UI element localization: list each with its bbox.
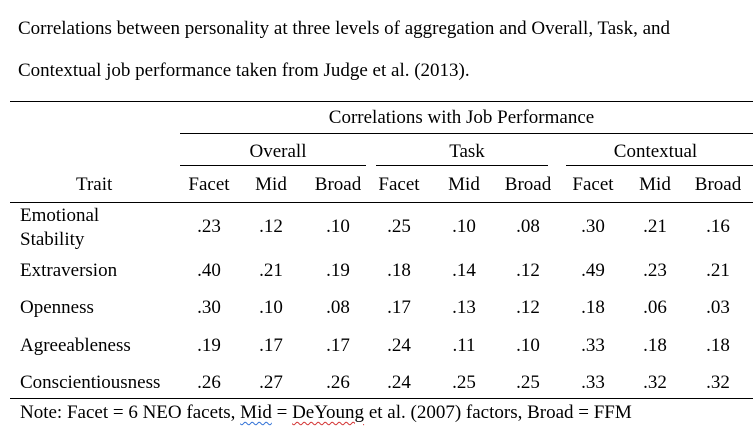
table-top-rule bbox=[10, 101, 753, 102]
correlation-value: .40 bbox=[197, 260, 221, 281]
column-subheader: Facet bbox=[378, 174, 420, 195]
note-mid-word: Mid bbox=[240, 402, 272, 423]
group-header: Overall bbox=[249, 141, 307, 162]
correlation-value: .24 bbox=[387, 335, 411, 356]
correlation-value: .10 bbox=[326, 216, 350, 237]
column-subheader: Facet bbox=[572, 174, 614, 195]
correlation-value: .21 bbox=[706, 260, 730, 281]
table-caption: Correlations between personality at thre… bbox=[18, 18, 671, 81]
correlation-value: .11 bbox=[452, 335, 476, 356]
note-suffix: et al. (2007) factors, Broad = FFM bbox=[364, 402, 632, 423]
note-prefix: Note: Facet = 6 NEO facets, bbox=[20, 402, 241, 423]
correlation-value: .21 bbox=[643, 216, 667, 237]
column-subheader: Broad bbox=[694, 174, 742, 195]
correlation-value: .18 bbox=[387, 260, 411, 281]
group-header: Task bbox=[449, 141, 485, 162]
super-header: Correlations with Job Performance bbox=[328, 107, 595, 128]
column-subheader: Facet bbox=[188, 174, 230, 195]
correlation-value: .33 bbox=[581, 372, 605, 393]
correlation-value: .32 bbox=[643, 372, 667, 393]
correlation-value: .33 bbox=[581, 335, 605, 356]
correlation-value: .08 bbox=[326, 297, 350, 318]
correlation-value: .14 bbox=[452, 260, 476, 281]
correlation-value: .23 bbox=[197, 216, 221, 237]
correlation-value: .16 bbox=[706, 216, 730, 237]
correlation-value: .26 bbox=[197, 372, 221, 393]
column-subheader: Broad bbox=[314, 174, 362, 195]
group-header-rule bbox=[566, 165, 753, 166]
correlation-value: .18 bbox=[643, 335, 667, 356]
correlation-value: .08 bbox=[516, 216, 540, 237]
correlation-value: .13 bbox=[452, 297, 476, 318]
table-note: Note: Facet = 6 NEO facets, Mid = DeYoun… bbox=[20, 401, 632, 425]
correlation-value: .23 bbox=[643, 260, 667, 281]
correlation-value: .24 bbox=[387, 372, 411, 393]
group-header-rule bbox=[180, 165, 366, 166]
column-subheader: Broad bbox=[504, 174, 552, 195]
correlation-value: .49 bbox=[581, 260, 605, 281]
trait-label: Emotional bbox=[20, 205, 100, 226]
correlation-value: .18 bbox=[581, 297, 605, 318]
correlation-value: .10 bbox=[452, 216, 476, 237]
correlation-value: .10 bbox=[516, 335, 540, 356]
group-header: Contextual bbox=[613, 141, 698, 162]
trait-label: Extraversion bbox=[20, 260, 118, 281]
correlation-value: .25 bbox=[452, 372, 476, 393]
note-deyoung-word: DeYoung bbox=[292, 402, 365, 423]
trait-label: Conscientiousness bbox=[20, 372, 161, 393]
group-header-rule bbox=[376, 165, 548, 166]
correlation-value: .27 bbox=[259, 372, 283, 393]
correlation-value: .12 bbox=[516, 297, 540, 318]
trait-header: Trait bbox=[76, 174, 113, 195]
correlation-value: .26 bbox=[326, 372, 350, 393]
correlation-value: .30 bbox=[581, 216, 605, 237]
correlation-value: .17 bbox=[259, 335, 283, 356]
correlation-value: .19 bbox=[326, 260, 350, 281]
correlation-value: .17 bbox=[326, 335, 350, 356]
correlation-value: .21 bbox=[259, 260, 283, 281]
note-middle: = bbox=[271, 402, 293, 423]
trait-label: Openness bbox=[20, 297, 94, 318]
correlation-value: .25 bbox=[516, 372, 540, 393]
table-bottom-rule bbox=[10, 398, 753, 399]
column-subheader: Mid bbox=[255, 174, 287, 195]
correlation-value: .10 bbox=[259, 297, 283, 318]
correlation-value: .30 bbox=[197, 297, 221, 318]
correlation-value: .19 bbox=[197, 335, 221, 356]
correlation-value: .17 bbox=[387, 297, 411, 318]
correlation-value: .03 bbox=[706, 297, 730, 318]
trait-label: Agreeableness bbox=[20, 335, 131, 356]
column-subheader: Mid bbox=[639, 174, 671, 195]
super-header-rule bbox=[180, 133, 753, 134]
correlation-value: .12 bbox=[516, 260, 540, 281]
correlation-value: .06 bbox=[643, 297, 667, 318]
correlation-value: .18 bbox=[706, 335, 730, 356]
correlation-value: .25 bbox=[387, 216, 411, 237]
trait-label-line2: Stability bbox=[20, 229, 85, 250]
correlation-value: .32 bbox=[706, 372, 730, 393]
column-subheader: Mid bbox=[448, 174, 480, 195]
column-header-rule bbox=[10, 202, 753, 203]
correlation-value: .12 bbox=[259, 216, 283, 237]
